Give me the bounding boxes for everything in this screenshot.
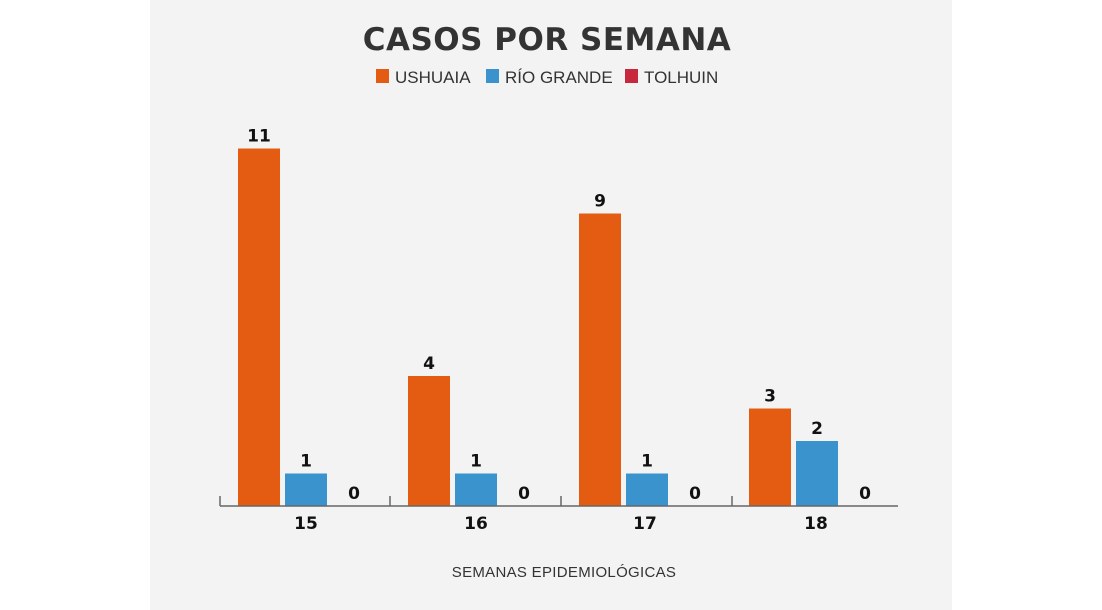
data-label: 0 (859, 484, 871, 504)
data-label: 4 (423, 354, 435, 374)
legend-label: RÍO GRANDE (505, 68, 613, 87)
bar (238, 148, 280, 506)
bar (626, 473, 668, 506)
x-axis: 15 16 17 18 (219, 496, 898, 534)
bar (749, 408, 791, 506)
data-label: 9 (594, 192, 606, 212)
bar (408, 376, 450, 506)
data-label: 3 (764, 387, 776, 407)
data-label: 1 (300, 452, 312, 472)
legend-label: TOLHUIN (644, 68, 718, 87)
chart-title: CASOS POR SEMANA (363, 22, 732, 58)
data-label: 1 (641, 452, 653, 472)
chart-panel: CASOS POR SEMANA USHUAIA RÍO GRANDE TOLHUI… (150, 0, 952, 610)
legend: USHUAIA RÍO GRANDE TOLHUIN (376, 68, 718, 87)
data-label: 0 (518, 484, 530, 504)
data-label: 1 (470, 452, 482, 472)
bar (285, 473, 327, 506)
tick-label: 17 (633, 514, 657, 534)
data-label: 2 (811, 419, 823, 439)
legend-swatch (376, 69, 389, 83)
tick-label: 16 (464, 514, 488, 534)
bar (455, 473, 497, 506)
tick-label: 15 (294, 514, 318, 534)
legend-label: USHUAIA (395, 68, 471, 87)
data-label: 0 (689, 484, 701, 504)
bar (796, 441, 838, 506)
x-axis-label: SEMANAS EPIDEMIOLÓGICAS (452, 564, 676, 581)
data-label: 0 (348, 484, 360, 504)
data-label: 11 (247, 127, 271, 147)
bar (579, 213, 621, 506)
legend-swatch (486, 69, 499, 83)
legend-swatch (625, 69, 638, 83)
tick-label: 18 (804, 514, 828, 534)
bar-chart: CASOS POR SEMANA USHUAIA RÍO GRANDE TOLHUI… (219, 22, 898, 581)
